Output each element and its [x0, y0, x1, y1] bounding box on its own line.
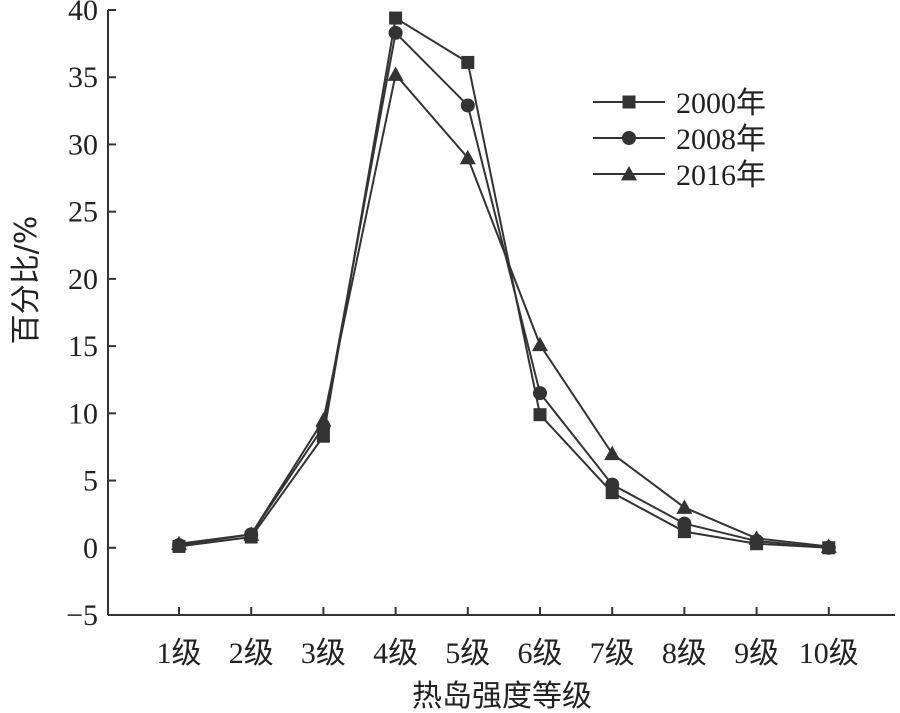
y-ticks: −5 0 5 10 15 20 25 30 35 40	[66, 0, 116, 632]
data-point	[604, 445, 621, 461]
legend-marker	[621, 166, 637, 181]
data-point	[533, 408, 547, 422]
legend-label: 2008年	[676, 123, 766, 156]
data-point	[389, 11, 403, 25]
x-tick-label: 7级	[590, 637, 635, 670]
y-tick-label: 5	[83, 465, 98, 498]
series-line	[178, 16, 829, 549]
data-point	[388, 25, 403, 40]
legend-marker	[622, 131, 636, 145]
legend-marker	[622, 95, 636, 109]
data-point	[677, 516, 692, 531]
y-tick-label: 0	[83, 532, 98, 565]
x-tick-label: 3级	[301, 637, 346, 670]
y-tick-label: 20	[68, 263, 98, 296]
data-point	[605, 477, 620, 492]
data-point	[387, 66, 404, 81]
x-ticks: 1级 2级 3级 4级 5级 6级 7级 8级 9级 10级	[157, 607, 859, 670]
series-triangle	[171, 66, 837, 553]
legend-label: 2016年	[676, 159, 766, 192]
x-tick-label: 2级	[229, 637, 274, 670]
series-line	[178, 72, 829, 548]
y-tick-label: 35	[68, 61, 98, 94]
y-axis-title: 百分比/%	[9, 216, 44, 345]
y-tick-label: 10	[68, 397, 98, 430]
x-tick-label: 5级	[445, 637, 490, 670]
legend-label: 2000年	[676, 87, 766, 120]
axes	[107, 10, 895, 616]
y-tick-label: 15	[68, 330, 98, 363]
x-tick-label: 8级	[662, 637, 707, 670]
data-point	[748, 530, 765, 545]
data-point	[820, 538, 837, 553]
data-point	[676, 499, 693, 514]
data-point	[532, 336, 548, 352]
x-tick-label: 6级	[518, 637, 563, 670]
x-tick-label: 4级	[373, 637, 418, 670]
data-point	[459, 149, 476, 165]
legend-item: 2008年	[593, 123, 766, 156]
x-tick-label: 10级	[799, 637, 859, 670]
x-axis-title: 热岛强度等级	[412, 679, 592, 713]
series-layer	[171, 11, 837, 555]
x-tick-label: 1级	[157, 637, 202, 670]
data-point	[243, 526, 260, 541]
data-point	[315, 412, 332, 427]
x-tick-label: 9级	[734, 637, 779, 670]
data-point	[533, 386, 547, 401]
data-point	[171, 535, 187, 551]
y-tick-label: 40	[68, 0, 98, 27]
data-point	[460, 98, 475, 113]
y-tick-label: 25	[68, 196, 98, 229]
y-tick-label: −5	[66, 599, 98, 632]
legend-item: 2016年	[593, 159, 766, 192]
data-point	[461, 55, 475, 69]
y-tick-label: 30	[68, 128, 98, 161]
legend-item: 2000年	[593, 87, 766, 120]
